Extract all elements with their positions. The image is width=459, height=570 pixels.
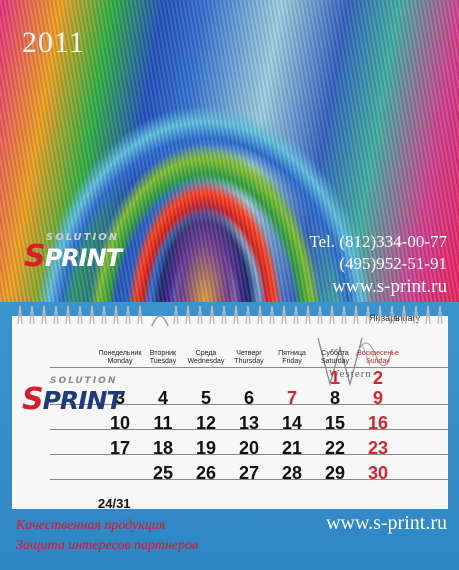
date-cell: 13	[238, 413, 260, 433]
divider	[50, 367, 448, 368]
date-cell: 3	[114, 388, 125, 408]
date-cell: 9	[372, 388, 383, 408]
day-name-en: Monday	[107, 358, 133, 365]
date-cell: 23	[367, 438, 389, 458]
logo-top-word: SOLUTION	[46, 232, 120, 243]
date-cell: 17	[109, 438, 131, 458]
tagline-1: Качественная продукция	[16, 518, 166, 533]
date-cell: 12	[195, 413, 217, 433]
date-cell: 11	[153, 413, 173, 433]
day-name-ru: Суббота	[321, 350, 349, 357]
day-name-en: Tuesday	[149, 358, 177, 365]
date-cell: 16	[367, 413, 389, 433]
logo-main-word: SPRINT	[24, 239, 122, 274]
date-cell: 22	[324, 438, 346, 458]
date-cell: 26	[195, 463, 217, 483]
website-top: www.s-print.ru	[332, 276, 447, 297]
logo-rest: PRINT	[44, 244, 122, 272]
logo-initial: S	[22, 382, 44, 417]
date-cell: 29	[324, 463, 346, 483]
phone-1: Tel. (812)334-00-77	[309, 232, 447, 251]
day-name-monday: Понедельник Monday	[94, 350, 146, 366]
date-cell: 10	[109, 413, 131, 433]
date-cell: 6	[243, 388, 254, 408]
logo-top-word: SOLUTION	[50, 376, 118, 386]
day-name-thursday: Четверг Thursday	[223, 350, 275, 366]
year-label: 2011	[22, 26, 85, 59]
day-name-ru: Среда	[195, 350, 217, 357]
sprint-logo-calendar: SOLUTION SPRINT	[22, 376, 124, 417]
website-bottom: www.s-print.ru	[326, 512, 447, 534]
date-cell: 25	[152, 463, 174, 483]
date-cell: 5	[200, 388, 211, 408]
divider	[50, 429, 448, 430]
date-cell: 20	[238, 438, 260, 458]
date-cell: 18	[152, 438, 174, 458]
day-name-en: Sunday	[366, 358, 390, 365]
date-cell: 21	[281, 438, 303, 458]
date-cell: 7	[286, 388, 297, 408]
logo-initial: S	[24, 239, 46, 274]
month-name-ru: Январь	[369, 313, 400, 323]
abstract-artwork	[0, 0, 459, 302]
watermark-text: Western	[329, 368, 372, 380]
day-name-en: Saturday	[320, 358, 350, 365]
day-name-ru: Четверг	[236, 350, 262, 357]
day-name-tuesday: Вторник Tuesday	[137, 350, 189, 366]
calendar-sheet: SOLUTION SPRINT Western Январь January П…	[12, 313, 448, 511]
month-name-en: January	[388, 313, 421, 323]
date-cell: 28	[281, 463, 303, 483]
day-name-en: Wednesday	[187, 358, 225, 365]
day-name-en: Friday	[282, 358, 302, 365]
divider	[50, 454, 448, 455]
date-cell: 14	[281, 413, 303, 433]
date-cell: 8	[329, 388, 340, 408]
day-name-friday: Пятница Friday	[266, 350, 318, 366]
date-cell: 30	[367, 463, 389, 483]
logo-main-word: SPRINT	[22, 382, 124, 417]
divider	[50, 479, 448, 480]
divider	[50, 404, 448, 405]
day-name-saturday: Суббота Saturday	[309, 350, 361, 366]
day-name-ru: Воскресенье	[357, 350, 399, 357]
phone-2: (495)952-51-91	[339, 254, 447, 273]
combined-date-cell: 24/31	[98, 496, 131, 511]
day-name-ru: Вторник	[149, 350, 177, 357]
day-name-ru: Пятница	[278, 350, 306, 357]
logo-rest: PRINT	[42, 386, 124, 415]
watermark-sketch-icon	[317, 337, 393, 387]
date-cell: 2	[372, 368, 383, 388]
date-cell: 19	[195, 438, 217, 458]
tagline-2: Защита интересов партнеров	[16, 538, 199, 553]
date-cell: 4	[157, 388, 168, 408]
day-name-sunday: Воскресенье Sunday	[352, 350, 404, 366]
day-name-en: Thursday	[234, 358, 264, 365]
day-name-ru: Понедельник	[98, 350, 142, 357]
date-cell: 1	[329, 368, 340, 388]
date-cell: 15	[324, 413, 346, 433]
sprint-logo-top: SOLUTION SPRINT	[24, 232, 122, 274]
day-name-wednesday: Среда Wednesday	[180, 350, 232, 366]
date-cell: 27	[238, 463, 260, 483]
